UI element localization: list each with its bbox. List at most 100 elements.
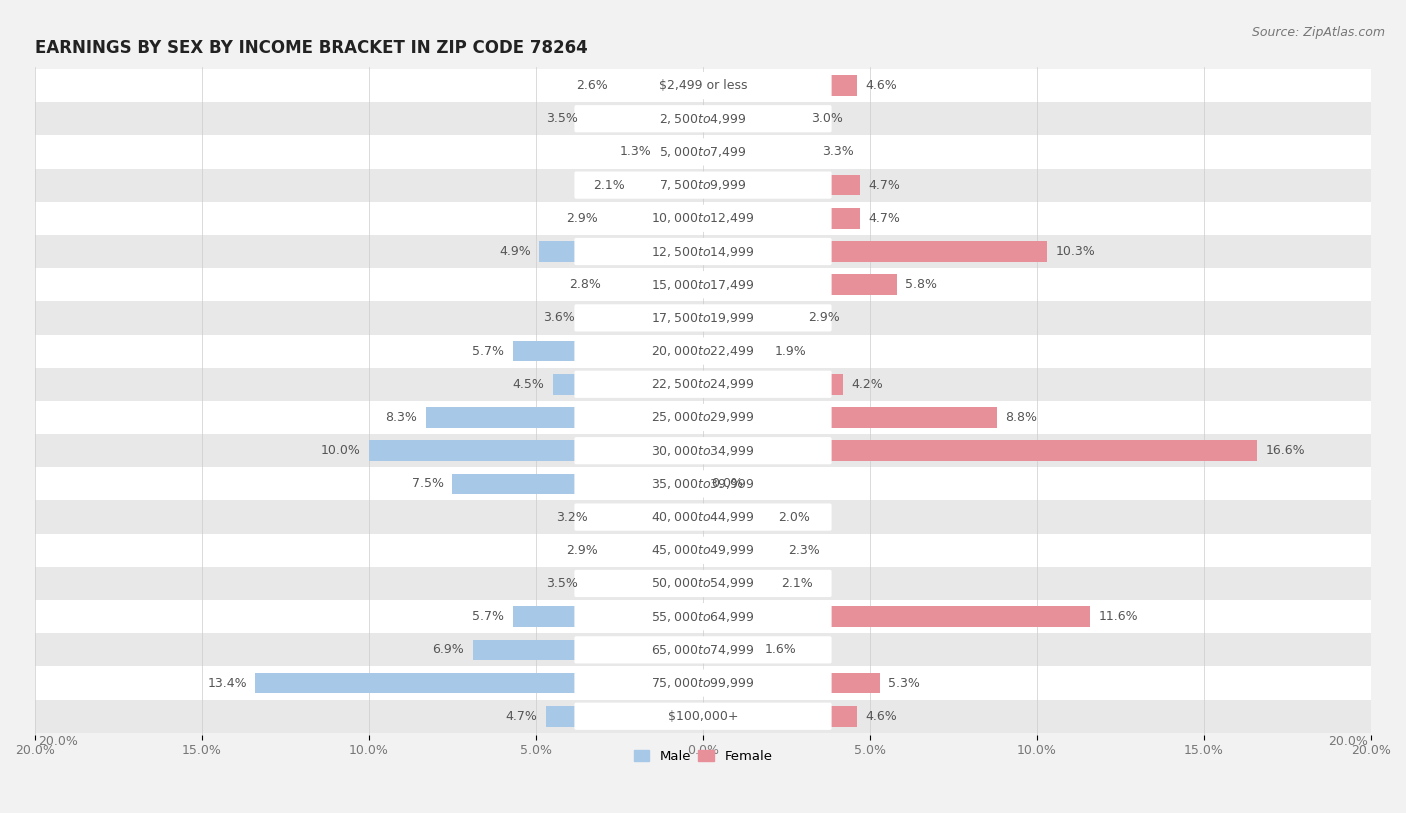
Bar [586, 108, 703, 129]
FancyBboxPatch shape [575, 470, 831, 498]
Text: 4.6%: 4.6% [865, 710, 897, 723]
Text: $7,500 to $9,999: $7,500 to $9,999 [659, 178, 747, 192]
Text: $2,499 or less: $2,499 or less [659, 79, 747, 92]
Text: $17,500 to $19,999: $17,500 to $19,999 [651, 311, 755, 325]
Text: $5,000 to $7,499: $5,000 to $7,499 [659, 145, 747, 159]
Bar [35, 135, 1371, 168]
Text: $30,000 to $34,999: $30,000 to $34,999 [651, 444, 755, 458]
Text: $40,000 to $44,999: $40,000 to $44,999 [651, 510, 755, 524]
Bar [616, 76, 703, 96]
Bar [426, 407, 703, 428]
Text: 2.6%: 2.6% [576, 79, 607, 92]
Bar [609, 275, 703, 295]
FancyBboxPatch shape [575, 603, 831, 630]
Bar [703, 640, 756, 660]
Text: 2.1%: 2.1% [782, 577, 813, 590]
Text: 3.5%: 3.5% [546, 112, 578, 125]
FancyBboxPatch shape [575, 105, 831, 133]
Text: 5.3%: 5.3% [889, 676, 921, 689]
Text: 0.0%: 0.0% [711, 477, 744, 490]
Bar [703, 407, 997, 428]
Bar [582, 307, 703, 328]
Bar [703, 141, 813, 163]
Text: 1.9%: 1.9% [775, 345, 807, 358]
FancyBboxPatch shape [575, 138, 831, 166]
Text: 4.7%: 4.7% [506, 710, 537, 723]
Text: 3.5%: 3.5% [546, 577, 578, 590]
FancyBboxPatch shape [575, 570, 831, 597]
Bar [703, 341, 766, 362]
Text: 3.3%: 3.3% [821, 146, 853, 159]
Bar [703, 706, 856, 727]
Text: 13.4%: 13.4% [208, 676, 247, 689]
Text: 5.8%: 5.8% [905, 278, 936, 291]
Bar [659, 141, 703, 163]
FancyBboxPatch shape [575, 337, 831, 365]
Text: 3.6%: 3.6% [543, 311, 575, 324]
Bar [472, 640, 703, 660]
Bar [553, 374, 703, 394]
FancyBboxPatch shape [575, 437, 831, 464]
FancyBboxPatch shape [575, 172, 831, 198]
Bar [35, 268, 1371, 302]
Bar [703, 208, 860, 228]
Bar [703, 374, 844, 394]
Text: $10,000 to $12,499: $10,000 to $12,499 [651, 211, 755, 225]
Text: $20,000 to $22,499: $20,000 to $22,499 [651, 344, 755, 358]
FancyBboxPatch shape [575, 271, 831, 298]
Bar [35, 69, 1371, 102]
FancyBboxPatch shape [575, 404, 831, 431]
Bar [703, 673, 880, 693]
Text: 16.6%: 16.6% [1265, 444, 1305, 457]
Bar [35, 467, 1371, 501]
Bar [35, 700, 1371, 733]
FancyBboxPatch shape [575, 503, 831, 531]
Bar [540, 241, 703, 262]
Text: $12,500 to $14,999: $12,500 to $14,999 [651, 245, 755, 259]
Bar [703, 506, 770, 528]
Text: 2.1%: 2.1% [593, 179, 624, 192]
Text: 1.6%: 1.6% [765, 643, 797, 656]
Bar [35, 567, 1371, 600]
Bar [368, 441, 703, 461]
Text: $25,000 to $29,999: $25,000 to $29,999 [651, 411, 755, 424]
FancyBboxPatch shape [575, 537, 831, 564]
Text: $50,000 to $54,999: $50,000 to $54,999 [651, 576, 755, 590]
Bar [703, 76, 856, 96]
Text: $2,500 to $4,999: $2,500 to $4,999 [659, 111, 747, 126]
Text: 2.8%: 2.8% [569, 278, 602, 291]
Bar [606, 208, 703, 228]
Bar [453, 474, 703, 494]
Text: 5.7%: 5.7% [472, 611, 505, 624]
Bar [703, 573, 773, 593]
Text: 2.3%: 2.3% [789, 544, 820, 557]
FancyBboxPatch shape [575, 304, 831, 332]
Text: EARNINGS BY SEX BY INCOME BRACKET IN ZIP CODE 78264: EARNINGS BY SEX BY INCOME BRACKET IN ZIP… [35, 39, 588, 58]
Text: 4.2%: 4.2% [852, 378, 883, 391]
Bar [35, 633, 1371, 667]
Bar [513, 606, 703, 627]
Text: 2.0%: 2.0% [778, 511, 810, 524]
Text: 4.6%: 4.6% [865, 79, 897, 92]
Text: $35,000 to $39,999: $35,000 to $39,999 [651, 477, 755, 491]
Text: $45,000 to $49,999: $45,000 to $49,999 [651, 543, 755, 557]
Legend: Male, Female: Male, Female [628, 745, 778, 768]
Bar [703, 540, 780, 561]
Bar [35, 367, 1371, 401]
FancyBboxPatch shape [575, 238, 831, 265]
Bar [35, 667, 1371, 700]
Text: 2.9%: 2.9% [567, 212, 598, 225]
Bar [35, 302, 1371, 334]
Text: 20.0%: 20.0% [1327, 734, 1368, 747]
Text: 8.8%: 8.8% [1005, 411, 1038, 424]
Bar [35, 501, 1371, 533]
Text: 20.0%: 20.0% [38, 734, 79, 747]
Bar [35, 533, 1371, 567]
Bar [586, 573, 703, 593]
Bar [546, 706, 703, 727]
Text: 3.2%: 3.2% [555, 511, 588, 524]
Bar [606, 540, 703, 561]
Text: 1.3%: 1.3% [620, 146, 651, 159]
Text: 11.6%: 11.6% [1099, 611, 1139, 624]
Text: $65,000 to $74,999: $65,000 to $74,999 [651, 643, 755, 657]
